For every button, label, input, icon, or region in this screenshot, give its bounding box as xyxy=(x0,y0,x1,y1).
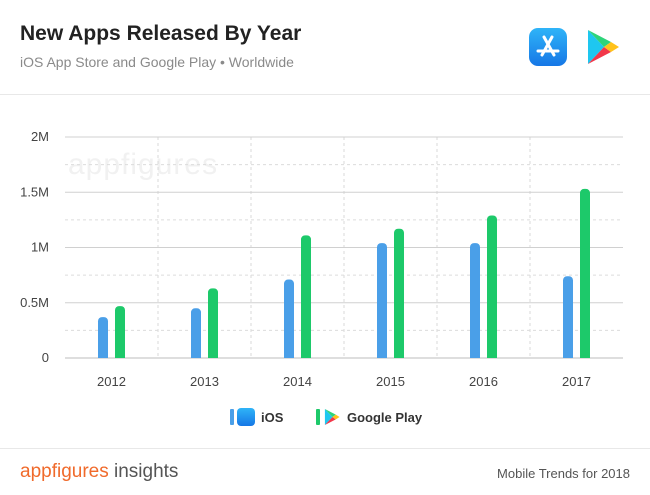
legend-label-ios: iOS xyxy=(261,409,284,425)
legend-item-google-play: Google Play xyxy=(316,408,422,426)
bar-ios-2014 xyxy=(284,279,294,358)
bar-base-ios-2016 xyxy=(470,354,480,358)
chart-title: New Apps Released By Year xyxy=(20,22,302,45)
y-tick-label: 1.5M xyxy=(20,184,49,199)
bar-google-play-2016 xyxy=(487,215,497,358)
bar-google-play-2014 xyxy=(301,235,311,358)
legend-swatch-ios xyxy=(230,409,234,425)
bar-base-google-play-2014 xyxy=(301,354,311,358)
bar-ios-2017 xyxy=(563,276,573,358)
google-play-icon xyxy=(584,28,622,66)
bar-base-google-play-2013 xyxy=(208,354,218,358)
bar-base-ios-2017 xyxy=(563,354,573,358)
x-tick-label: 2014 xyxy=(283,374,312,389)
x-tick-label: 2017 xyxy=(562,374,591,389)
bar-base-google-play-2015 xyxy=(394,354,404,358)
y-tick-label: 1M xyxy=(31,240,49,255)
legend: iOS Google Play xyxy=(0,404,650,430)
bar-base-google-play-2017 xyxy=(580,354,590,358)
bar-chart: 0 0.5M 1M 1.5M 2M 2012 2013 2014 2015 2016 2017 xyxy=(20,129,623,389)
bar-base-ios-2015 xyxy=(377,354,387,358)
x-tick-label: 2012 xyxy=(97,374,126,389)
brand-main: appfigures xyxy=(20,461,109,482)
x-tick-label: 2013 xyxy=(190,374,219,389)
chart-subtitle: iOS App Store and Google Play • Worldwid… xyxy=(20,54,294,70)
app-store-icon xyxy=(237,408,255,426)
bar-ios-2013 xyxy=(191,308,201,358)
brand-logo: appfigures insights xyxy=(20,461,178,483)
legend-item-ios: iOS xyxy=(230,408,283,426)
bar-ios-2015 xyxy=(377,243,387,358)
bar-base-google-play-2012 xyxy=(115,354,125,358)
bar-ios-2016 xyxy=(470,243,480,358)
footer: appfigures insights Mobile Trends for 20… xyxy=(0,448,650,495)
bar-base-ios-2014 xyxy=(284,354,294,358)
bar-ios-2012 xyxy=(98,317,108,358)
app-store-icon xyxy=(529,28,567,66)
bar-base-ios-2013 xyxy=(191,354,201,358)
y-tick-label: 0.5M xyxy=(20,295,49,310)
header: New Apps Released By Year iOS App Store … xyxy=(0,0,650,95)
legend-label-google-play: Google Play xyxy=(347,409,423,425)
bar-google-play-2015 xyxy=(394,228,404,358)
footer-note: Mobile Trends for 2018 xyxy=(497,466,630,481)
legend-swatch-google-play xyxy=(316,409,320,425)
x-tick-label: 2016 xyxy=(469,374,498,389)
bar-google-play-2013 xyxy=(208,288,218,358)
bar-base-ios-2012 xyxy=(98,354,108,358)
brand-sub: insights xyxy=(108,461,179,482)
y-tick-label: 0 xyxy=(42,350,49,365)
x-tick-label: 2015 xyxy=(376,374,405,389)
bar-base-google-play-2016 xyxy=(487,354,497,358)
y-tick-label: 2M xyxy=(31,129,49,144)
google-play-icon xyxy=(324,408,340,426)
bar-google-play-2012 xyxy=(115,306,125,358)
bar-google-play-2017 xyxy=(580,188,590,358)
